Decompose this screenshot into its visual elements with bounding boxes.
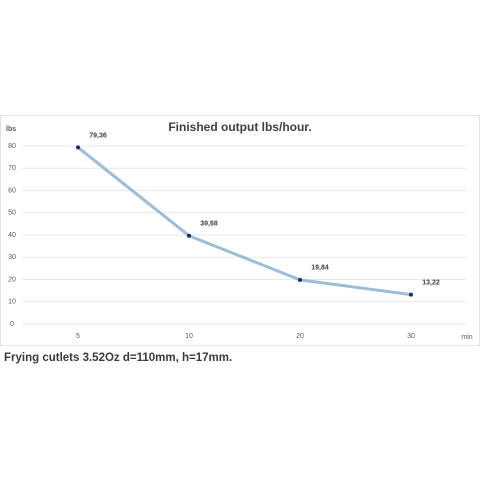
data-label: 79,36 bbox=[89, 132, 107, 139]
data-label: 39,68 bbox=[200, 221, 218, 228]
data-point bbox=[187, 233, 191, 238]
chart-title: Finished output lbs/hour. bbox=[168, 120, 311, 134]
y-tick-label: 70 bbox=[8, 165, 16, 172]
x-tick-label: 30 bbox=[407, 333, 415, 340]
x-tick-label: 20 bbox=[296, 333, 304, 340]
data-label: 13,22 bbox=[422, 279, 440, 286]
data-label: 19,84 bbox=[311, 265, 329, 272]
x-tick-label: 10 bbox=[185, 333, 193, 340]
y-axis-label: lbs bbox=[6, 126, 16, 133]
caption: Frying cutlets 3.52Oz d=110mm, h=17mm. bbox=[4, 352, 232, 364]
y-tick-label: 30 bbox=[8, 254, 16, 261]
data-point bbox=[298, 277, 302, 282]
y-tick-label: 40 bbox=[8, 232, 16, 239]
data-line bbox=[77, 146, 412, 297]
data-point bbox=[409, 292, 413, 297]
y-tick-label: 20 bbox=[8, 276, 16, 283]
x-tick-label: 5 bbox=[76, 333, 80, 340]
data-point bbox=[76, 145, 80, 150]
y-tick-label: 0 bbox=[10, 321, 14, 328]
chart-frame bbox=[0, 115, 480, 346]
y-tick-label: 50 bbox=[8, 210, 16, 217]
y-tick-label: 80 bbox=[8, 143, 16, 150]
x-axis-label: min bbox=[461, 334, 472, 341]
y-tick-label: 60 bbox=[8, 187, 16, 194]
y-tick-label: 10 bbox=[8, 299, 16, 306]
